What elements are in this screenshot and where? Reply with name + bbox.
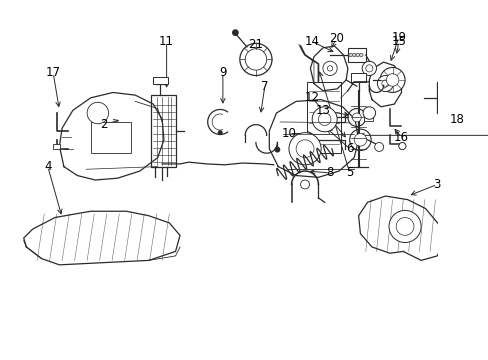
- Polygon shape: [310, 46, 347, 91]
- Text: 10: 10: [281, 127, 296, 140]
- Text: 19: 19: [390, 31, 406, 44]
- Text: 5: 5: [346, 166, 353, 179]
- Text: 11: 11: [159, 35, 174, 48]
- Circle shape: [318, 113, 330, 126]
- Circle shape: [388, 210, 420, 243]
- Circle shape: [379, 67, 404, 93]
- Circle shape: [381, 80, 388, 87]
- Circle shape: [398, 143, 405, 150]
- Circle shape: [355, 53, 359, 57]
- Text: 7: 7: [261, 80, 268, 93]
- Circle shape: [275, 147, 279, 152]
- Circle shape: [352, 113, 361, 122]
- Polygon shape: [23, 211, 180, 265]
- Text: 6: 6: [345, 142, 353, 155]
- Bar: [151, 95, 176, 167]
- Circle shape: [239, 43, 271, 76]
- Circle shape: [377, 76, 393, 91]
- Circle shape: [353, 134, 366, 146]
- Text: 13: 13: [315, 104, 330, 117]
- Text: 18: 18: [448, 113, 464, 126]
- Text: 17: 17: [45, 66, 61, 79]
- Circle shape: [363, 107, 375, 119]
- Text: 8: 8: [325, 166, 333, 179]
- Circle shape: [352, 53, 355, 57]
- Text: 3: 3: [433, 178, 440, 191]
- Circle shape: [322, 61, 337, 76]
- Bar: [363, 114, 372, 121]
- Bar: [436, 82, 472, 113]
- Circle shape: [218, 131, 222, 134]
- Bar: [53, 144, 60, 149]
- Circle shape: [87, 102, 108, 124]
- Bar: [351, 73, 365, 82]
- Circle shape: [326, 66, 332, 71]
- Bar: [306, 82, 340, 153]
- Circle shape: [311, 107, 337, 132]
- Bar: [153, 77, 167, 85]
- Polygon shape: [368, 62, 401, 107]
- Circle shape: [300, 180, 309, 189]
- Circle shape: [359, 53, 363, 57]
- Circle shape: [395, 217, 413, 235]
- Circle shape: [347, 109, 365, 126]
- Bar: [347, 48, 365, 62]
- Circle shape: [296, 140, 313, 158]
- Circle shape: [349, 129, 370, 150]
- Text: 4: 4: [44, 160, 51, 173]
- Text: 15: 15: [390, 35, 406, 48]
- Text: 9: 9: [219, 66, 226, 79]
- Bar: [90, 122, 131, 153]
- Text: 14: 14: [304, 35, 319, 48]
- Circle shape: [374, 143, 383, 152]
- Circle shape: [232, 30, 238, 35]
- Text: 2: 2: [100, 118, 108, 131]
- Text: 21: 21: [248, 38, 263, 51]
- Circle shape: [362, 61, 376, 76]
- Text: 16: 16: [393, 131, 408, 144]
- Polygon shape: [269, 100, 358, 177]
- Circle shape: [365, 65, 372, 72]
- Circle shape: [348, 53, 352, 57]
- Text: 12: 12: [304, 91, 319, 104]
- Circle shape: [386, 74, 398, 86]
- Text: 20: 20: [328, 32, 343, 45]
- Circle shape: [449, 98, 460, 109]
- Circle shape: [244, 49, 266, 70]
- Circle shape: [288, 133, 321, 165]
- Polygon shape: [60, 93, 163, 180]
- Polygon shape: [358, 196, 443, 260]
